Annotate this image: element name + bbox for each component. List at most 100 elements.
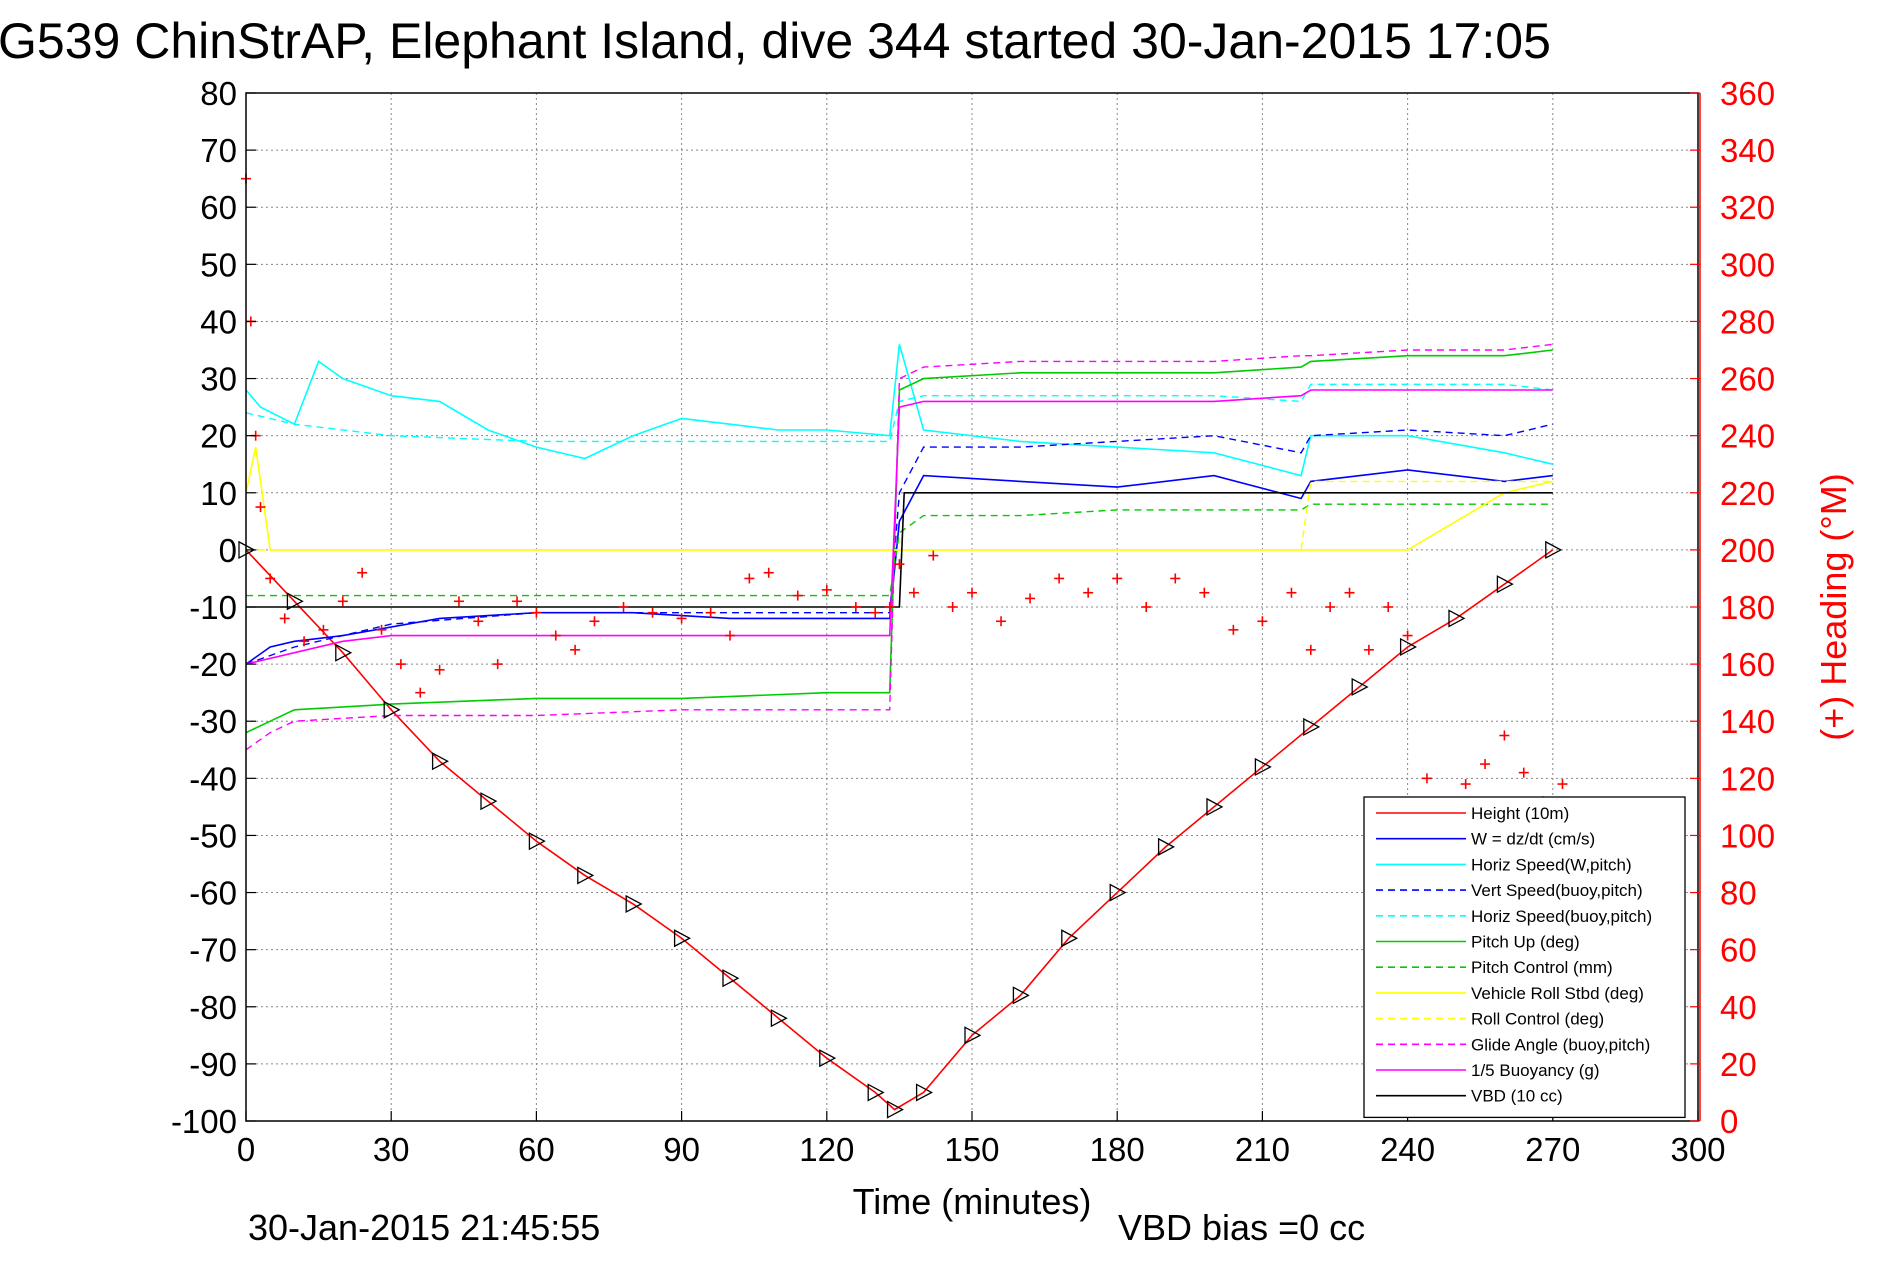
- y-axis-left: 80 70 60 50 40 30 20 10 0 -10 -20 -30 -40 -50 -60 -70 -8…: [171, 75, 256, 1140]
- heading-point: [1480, 759, 1491, 770]
- x-tick-label: 210: [1235, 1131, 1290, 1168]
- height-marker: [577, 866, 595, 885]
- height-marker: [673, 929, 691, 948]
- heading-point: [492, 659, 503, 670]
- legend-entry: Vehicle Roll Stbd (deg): [1471, 984, 1644, 1003]
- height-marker: [286, 592, 304, 611]
- series-layer: [245, 343, 1554, 1111]
- heading-point: [763, 567, 774, 578]
- heading-point: [725, 630, 735, 641]
- y-tick-label: 30: [200, 361, 237, 398]
- y-right-tick-label: 80: [1720, 875, 1757, 912]
- y-right-tick-label: 300: [1720, 246, 1775, 283]
- y-right-tick-label: 220: [1720, 475, 1775, 512]
- series-line-3: [245, 423, 1553, 665]
- x-tick-label: 120: [799, 1131, 854, 1168]
- heading-point: [1499, 730, 1510, 741]
- series-line-10: [245, 389, 1553, 665]
- heading-point: [589, 616, 600, 627]
- heading-point: [453, 596, 464, 607]
- legend-entry: Vert Speed(buoy,pitch): [1471, 881, 1643, 900]
- y-right-tick-label: 160: [1720, 646, 1775, 683]
- legend-entry: Pitch Up (deg): [1471, 933, 1580, 952]
- y-tick-label: -20: [189, 646, 237, 683]
- x-tick-label: 30: [373, 1131, 410, 1168]
- legend-entry: Pitch Control (mm): [1471, 958, 1613, 977]
- height-marker: [1303, 717, 1321, 737]
- legend-entry: W = dz/dt (cm/s): [1471, 830, 1595, 849]
- x-tick-label: 300: [1670, 1131, 1725, 1168]
- heading-point: [1286, 587, 1297, 598]
- heading-point: [1141, 602, 1152, 612]
- y-tick-label: -60: [189, 875, 237, 912]
- heading-point: [894, 559, 905, 570]
- y-tick-label: -100: [171, 1103, 237, 1140]
- height-marker: [1496, 575, 1514, 594]
- height-marker: [1399, 637, 1417, 657]
- y-right-tick-label: 180: [1720, 589, 1775, 626]
- y-right-tick-label: 40: [1720, 989, 1757, 1026]
- y-tick-label: 80: [200, 75, 237, 112]
- height-marker: [1545, 540, 1563, 559]
- triangle-markers: [238, 540, 1563, 1119]
- y-right-tick-label: 60: [1720, 932, 1757, 969]
- heading-point: [647, 607, 658, 618]
- heading-point: [1363, 644, 1374, 655]
- height-marker: [1448, 609, 1466, 628]
- heading-point: [676, 613, 687, 624]
- y-tick-label: 40: [200, 303, 237, 340]
- heading-point: [1228, 624, 1239, 635]
- heading-point: [1054, 573, 1065, 584]
- heading-point: [265, 573, 276, 584]
- heading-point: [357, 567, 368, 578]
- heading-point: [1257, 616, 1268, 627]
- height-marker: [915, 1083, 933, 1102]
- legend-entry: Horiz Speed(W,pitch): [1471, 855, 1632, 874]
- heading-point: [996, 616, 1007, 627]
- heading-point: [1083, 587, 1094, 598]
- heading-point: [255, 502, 266, 513]
- heading-point: [821, 584, 832, 595]
- x-tick-label: 60: [518, 1131, 555, 1168]
- y-tick-label: -30: [189, 703, 237, 740]
- heading-point: [376, 624, 387, 635]
- heading-point: [884, 602, 895, 612]
- height-marker: [431, 752, 449, 771]
- y-tick-label: 0: [219, 532, 237, 569]
- y-tick-label: -70: [189, 932, 237, 969]
- x-tick-label: 90: [663, 1131, 700, 1168]
- y-tick-label: 50: [200, 246, 237, 283]
- heading-point: [1402, 630, 1413, 641]
- y-right-tick-label: 0: [1720, 1103, 1738, 1140]
- height-marker: [1109, 883, 1127, 902]
- series-line-2: [245, 344, 1553, 477]
- y-right-tick-label: 240: [1720, 418, 1775, 455]
- heading-point: [1170, 573, 1181, 584]
- height-marker: [335, 643, 353, 662]
- y-tick-label: 20: [200, 418, 237, 455]
- heading-point: [415, 687, 426, 698]
- heading-point: [337, 596, 348, 607]
- legend-entry: VBD (10 cc): [1471, 1087, 1563, 1106]
- heading-point: [1112, 573, 1123, 584]
- series-line-9: [245, 343, 1553, 751]
- y-tick-label: -50: [189, 817, 237, 854]
- heading-point: [792, 590, 803, 601]
- y-tick-label: -80: [189, 989, 237, 1026]
- y-right-tick-label: 360: [1720, 75, 1775, 112]
- heading-point: [512, 596, 523, 607]
- footer-vbd-bias: VBD bias =0 cc: [1118, 1207, 1365, 1248]
- heading-series: [241, 173, 1568, 812]
- series-line-7: [245, 446, 1553, 551]
- x-tick-label: 240: [1380, 1131, 1435, 1168]
- heading-point: [1518, 767, 1529, 778]
- chart-title: G539 ChinStrAP, Elephant Island, dive 34…: [0, 13, 1551, 69]
- y-right-tick-label: 140: [1720, 703, 1775, 740]
- y-tick-label: -40: [189, 760, 237, 797]
- height-marker: [1351, 677, 1369, 697]
- height-marker: [1012, 986, 1030, 1005]
- y-right-tick-label: 120: [1720, 760, 1775, 797]
- y-right-tick-label: 200: [1720, 532, 1775, 569]
- series-line-0: [245, 549, 1554, 1111]
- legend: Height (10m) W = dz/dt (cm/s) Horiz Speed(…: [1363, 796, 1686, 1119]
